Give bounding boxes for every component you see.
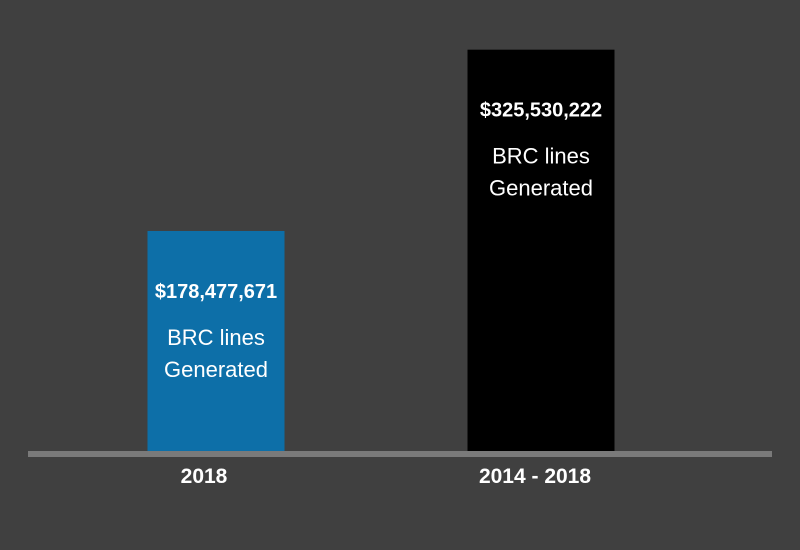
bar-description-label: BRC lines xyxy=(492,144,590,169)
labels-group: $178,477,671 BRC lines Generated 2018 $325,5… xyxy=(155,100,602,488)
bars-group xyxy=(147,49,615,451)
bar xyxy=(467,49,615,451)
bar-value-label: $178,477,671 xyxy=(155,281,277,303)
bar xyxy=(147,230,285,451)
bar-description-label: Generated xyxy=(489,176,593,201)
bar-value-label: $325,530,222 xyxy=(480,100,602,122)
bar-description-label: Generated xyxy=(164,357,268,382)
bar-description-label: BRC lines xyxy=(167,325,265,350)
x-tick-label: 2018 xyxy=(181,465,228,488)
x-tick-label: 2014 - 2018 xyxy=(479,465,591,488)
